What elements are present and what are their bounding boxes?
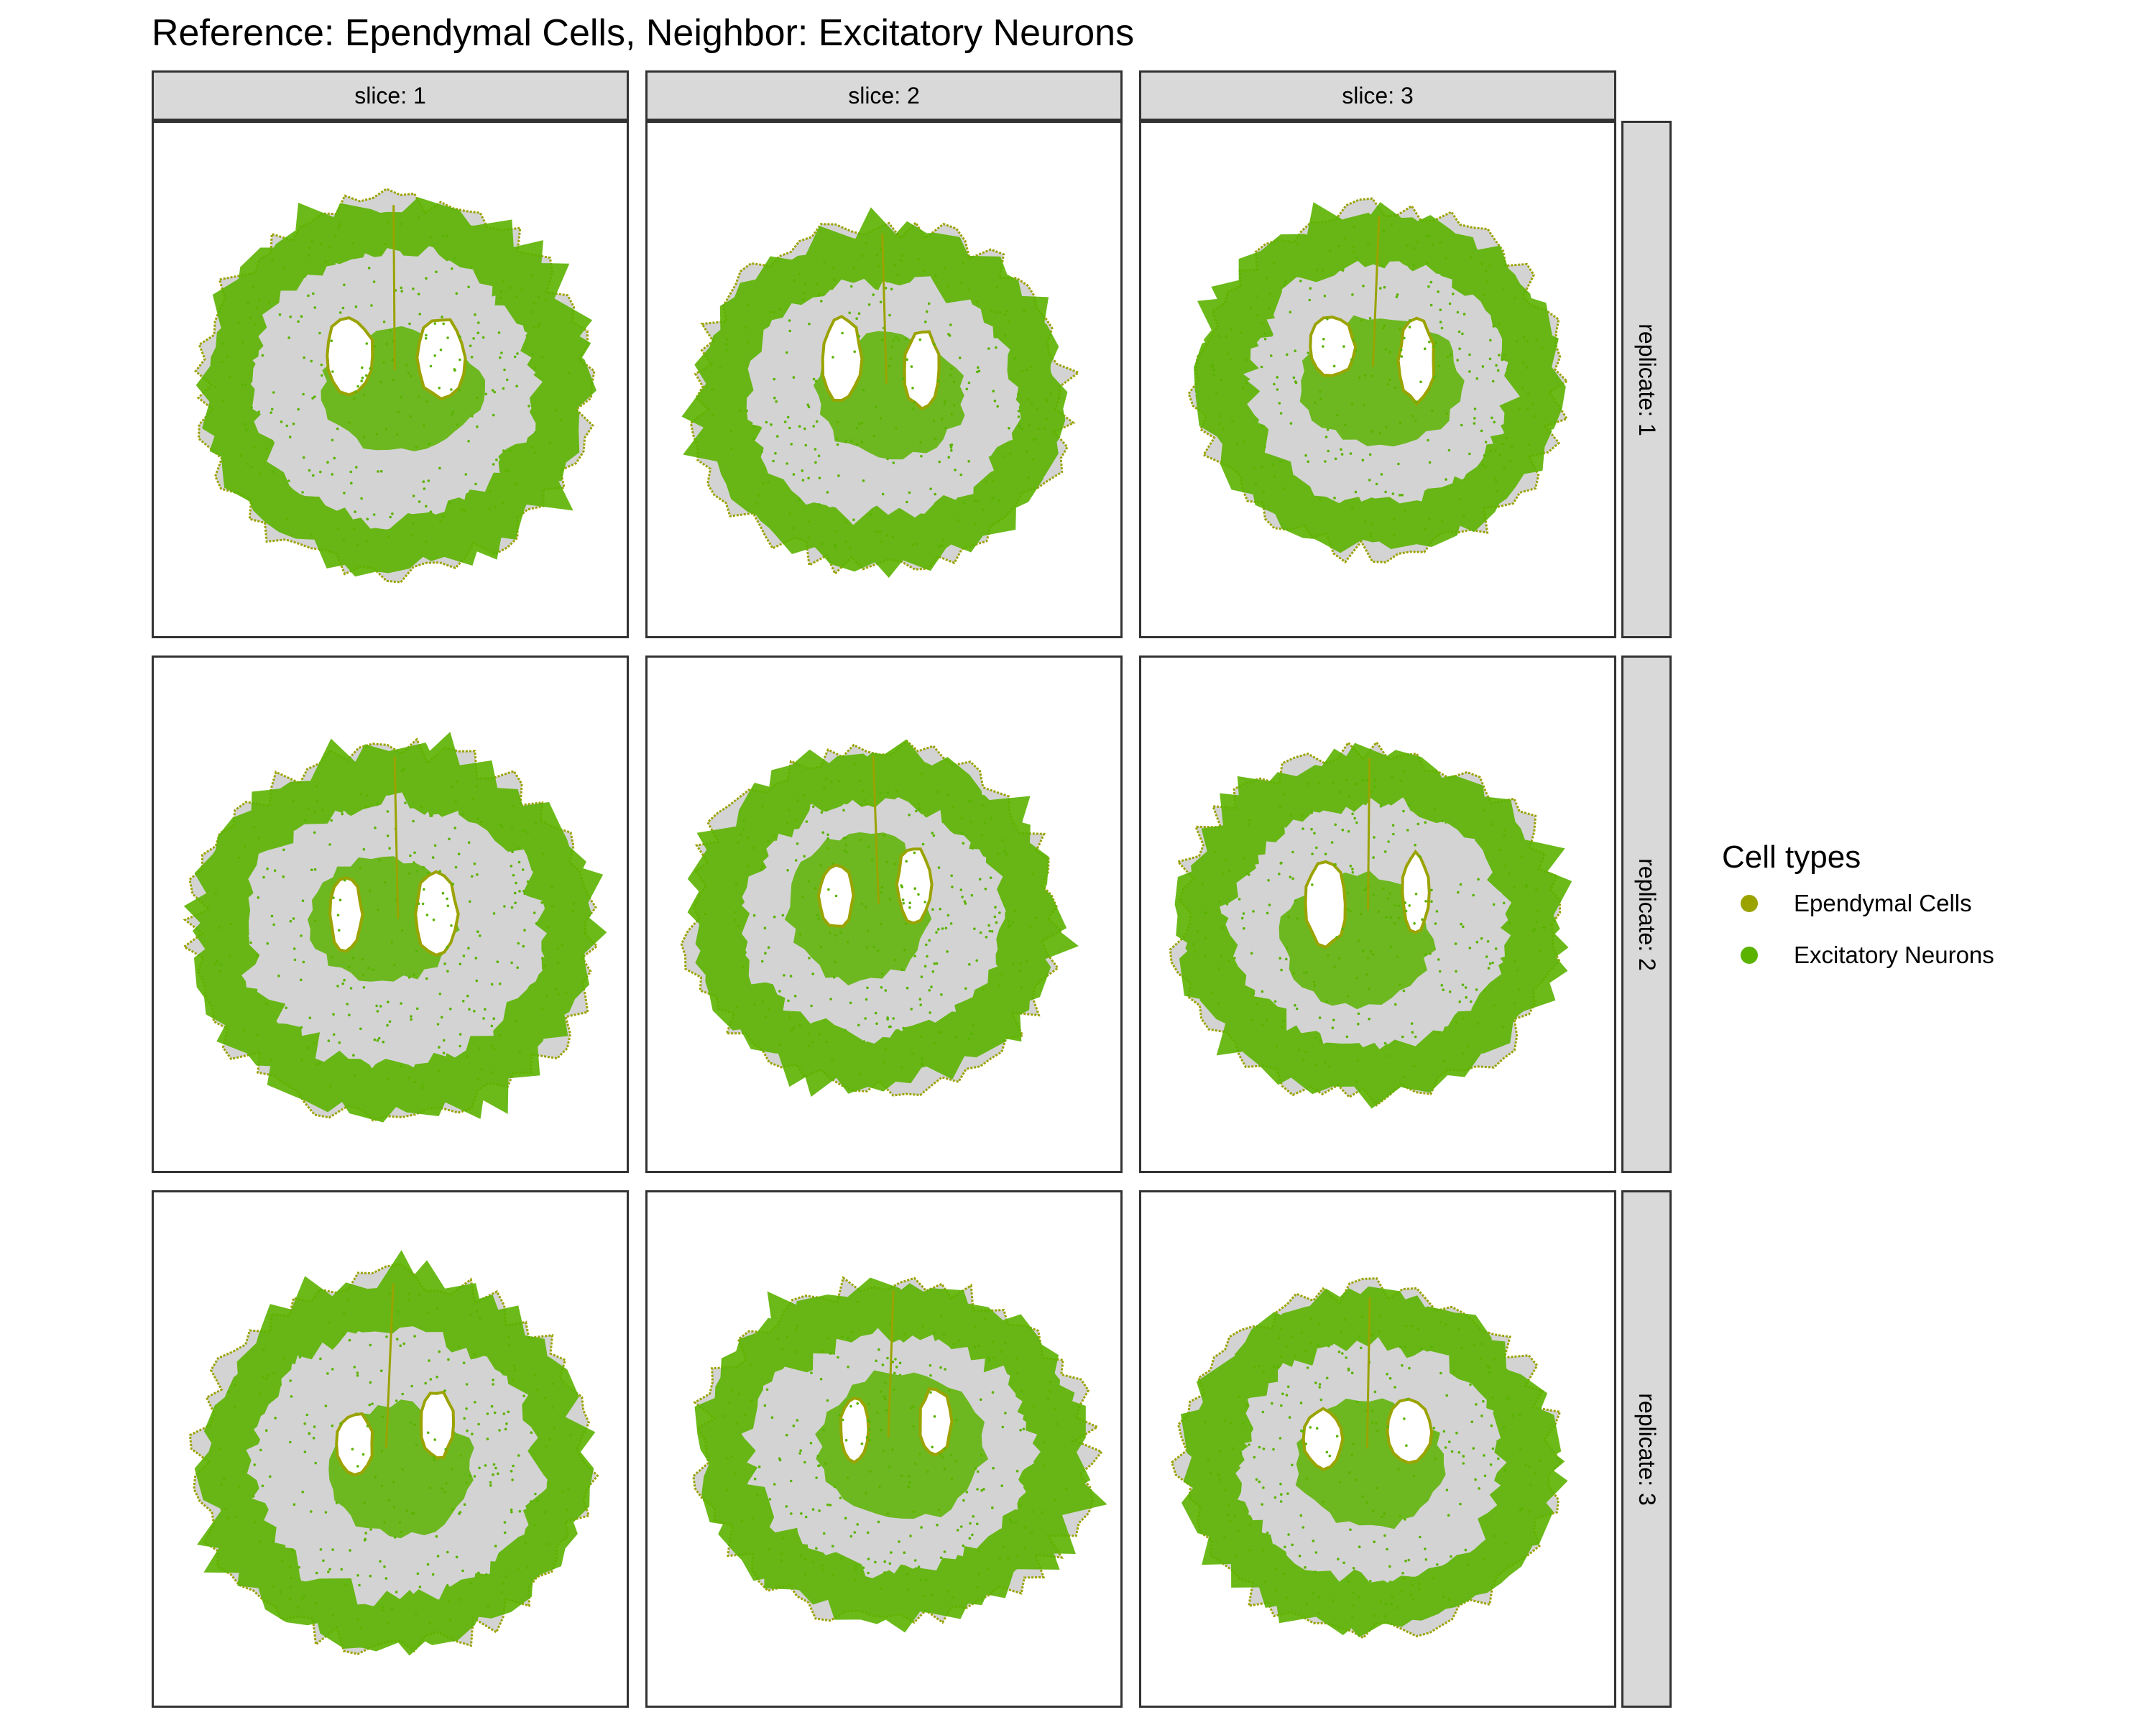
excitatory-cortex-band [194, 1250, 596, 1656]
excitatory-neuron-points [214, 216, 571, 546]
excitatory-cortex-band [183, 732, 607, 1123]
tissue-section-plot [1170, 1277, 1568, 1639]
legend-key-ependymal [1741, 895, 1758, 912]
facet-strip-replicate-3: replicate: 3 [1621, 1190, 1672, 1708]
ependymal-midline [872, 755, 880, 905]
excitatory-cortex-band [1174, 742, 1572, 1109]
ventricle-outline [1302, 1407, 1345, 1471]
excitatory-neuron-points [1192, 770, 1547, 1083]
tissue-section-plot [188, 1250, 599, 1656]
legend-item-excitatory: Excitatory Neurons [1722, 929, 1994, 981]
facet-panel-replicate-3-slice-1 [152, 1190, 629, 1708]
ventricle-outline [1396, 316, 1436, 406]
ventricle-outline [415, 318, 467, 401]
excitatory-cortex-band [681, 207, 1068, 578]
tissue-section-plot [681, 207, 1081, 578]
ventricle-outline [1401, 849, 1431, 934]
legend-label-excitatory: Excitatory Neurons [1794, 942, 1994, 968]
ventricle-outline [1309, 316, 1358, 377]
facet-strip-slice-1: slice: 1 [152, 70, 629, 121]
facet-strip-label: replicate: 2 [1634, 857, 1660, 971]
ventricle-outline [903, 330, 941, 411]
ventricle-outline [414, 870, 460, 957]
ependymal-midline [881, 233, 888, 384]
ventricle-outline [420, 1390, 456, 1460]
excitatory-neuron-points [218, 1292, 573, 1630]
facet-strip-slice-2: slice: 2 [645, 70, 1123, 121]
ventricle-outline [335, 1412, 374, 1477]
tissue-section-plot [1187, 197, 1569, 564]
tissue-section-plot [1169, 740, 1572, 1109]
tissue-section-plot [692, 1276, 1107, 1633]
ventricle-outline [328, 876, 364, 953]
tissue-section-plot [194, 188, 596, 584]
ventricle-outline [1304, 860, 1347, 949]
tissue-section-plot [680, 739, 1079, 1098]
facet-strip-label: replicate: 1 [1634, 323, 1660, 436]
excitatory-neuron-points [213, 767, 575, 1090]
ependymal-outline [692, 1276, 1104, 1624]
facet-strip-slice-3: slice: 3 [1139, 70, 1616, 121]
ependymal-midline [392, 205, 396, 371]
excitatory-cortex-band [687, 739, 1079, 1098]
ventricle-outline [1386, 1397, 1434, 1465]
facet-panel-replicate-1-slice-3 [1139, 121, 1616, 638]
excitatory-neuron-points [724, 1300, 1074, 1599]
excitatory-cortex-band [195, 197, 596, 577]
facet-strip-label: replicate: 3 [1634, 1392, 1660, 1506]
excitatory-neuron-points [704, 762, 1038, 1075]
ventricle-outline [918, 1387, 954, 1457]
facet-panel-replicate-3-slice-2 [645, 1190, 1123, 1708]
excitatory-neuron-points [711, 242, 1053, 549]
excitatory-neuron-points [1204, 1315, 1542, 1619]
facet-panel-replicate-1-slice-1 [152, 121, 629, 638]
ependymal-midline [887, 1289, 895, 1438]
ependymal-outline [1170, 1277, 1562, 1639]
ependymal-midline [1372, 216, 1381, 367]
facet-panel-replicate-2-slice-2 [645, 656, 1123, 1173]
ventricle-outline [821, 314, 864, 402]
ventricle-outline [326, 316, 374, 397]
legend-key-excitatory [1741, 947, 1758, 964]
legend-item-ependymal: Ependymal Cells [1722, 878, 1994, 929]
ependymal-midline [384, 1283, 395, 1448]
facet-panel-replicate-2-slice-3 [1139, 656, 1616, 1173]
ependymal-midline [393, 756, 400, 919]
legend-title: Cell types [1722, 840, 1861, 875]
ependymal-midline [1365, 1297, 1371, 1448]
facet-strip-replicate-1: replicate: 1 [1621, 121, 1672, 638]
facet-panel-replicate-1-slice-2 [645, 121, 1123, 638]
legend: Cell types Ependymal Cells Excitatory Ne… [1722, 837, 1994, 981]
excitatory-cortex-band [1180, 1286, 1568, 1638]
legend-label-ependymal: Ependymal Cells [1794, 890, 1972, 916]
ventricle-outline [839, 1396, 870, 1464]
excitatory-cortex-band [694, 1277, 1107, 1633]
facet-strip-replicate-2: replicate: 2 [1621, 656, 1672, 1173]
tissue-section-plot [182, 732, 607, 1123]
facet-panel-replicate-3-slice-3 [1139, 1190, 1616, 1708]
excitatory-neuron-points [1211, 223, 1544, 538]
ventricle-outline [895, 847, 934, 925]
chart-title: Reference: Ependymal Cells, Neighbor: Ex… [152, 12, 1135, 54]
excitatory-cortex-band [1194, 202, 1566, 553]
facet-panel-replicate-2-slice-1 [152, 656, 629, 1173]
ependymal-midline [1366, 758, 1371, 911]
